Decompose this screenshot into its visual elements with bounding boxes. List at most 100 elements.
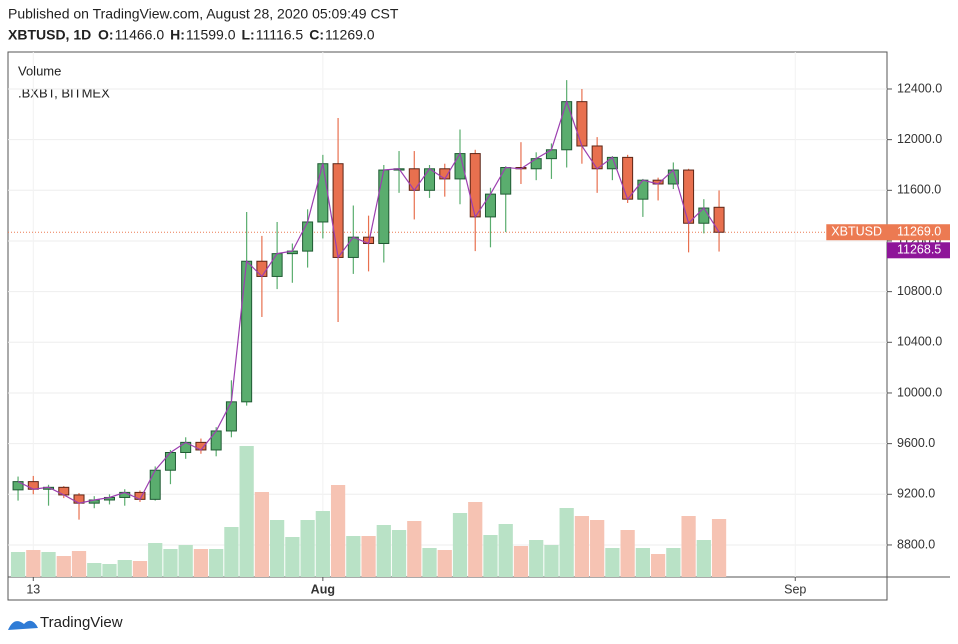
volume-bar <box>391 530 407 577</box>
ohlc-key: O: <box>98 27 114 43</box>
ohlc-key: C: <box>309 27 324 43</box>
legend-index: .BXBT, BITMEX <box>18 85 110 100</box>
volume-bar <box>132 561 148 577</box>
volume-bar <box>361 536 376 577</box>
volume-bar <box>315 511 330 577</box>
candle-body <box>469 153 481 218</box>
volume-bar <box>559 508 574 577</box>
volume-bar <box>87 563 102 577</box>
volume-bar <box>407 521 422 577</box>
volume-bar <box>650 554 666 577</box>
last-price-tag <box>887 224 950 241</box>
footer-brand: TradingView <box>40 614 123 631</box>
candle-body <box>12 481 24 491</box>
volume-bar <box>711 519 727 577</box>
ohlc-value: 11599.0 <box>186 27 236 43</box>
candle-body <box>317 163 329 223</box>
candle-body <box>484 193 496 218</box>
volume-bar <box>483 535 498 577</box>
volume-bar <box>285 537 300 577</box>
candle-body <box>545 149 557 160</box>
candle-body <box>241 260 253 403</box>
volume-bar <box>10 552 26 577</box>
candle-body <box>225 401 237 432</box>
volume-bar <box>270 520 285 577</box>
candle-body <box>698 207 710 224</box>
volume-bar <box>239 446 254 577</box>
volume-bar <box>224 527 239 577</box>
volume-bar <box>498 524 513 577</box>
volume-bar <box>620 530 635 577</box>
volume-bar <box>346 536 361 577</box>
last-price-name: XBTUSD <box>831 225 882 239</box>
candle-body <box>347 236 359 258</box>
candle-body <box>530 158 542 170</box>
volume-bar <box>163 549 178 577</box>
last-price-label: 11269.0 <box>897 225 941 239</box>
ohlc-readout: O: 11466.0 H: 11599.0 L: 11116.5 C: 11269.0 <box>98 27 375 43</box>
volume-bar <box>437 550 452 577</box>
y-tick-label: 10800.0 <box>897 284 942 298</box>
volume-bar <box>376 525 391 577</box>
candle-body <box>561 101 573 151</box>
candle-body <box>713 206 725 233</box>
candle-body <box>576 101 588 147</box>
ohlc-key: H: <box>170 27 185 43</box>
volume-bar <box>605 548 620 577</box>
y-tick-label: 11600.0 <box>897 183 941 197</box>
volume-bar <box>26 550 41 577</box>
candle-body <box>378 169 390 245</box>
y-tick-label: 10400.0 <box>897 335 942 349</box>
y-tick-label: 9600.0 <box>897 436 935 450</box>
index-line <box>17 99 720 504</box>
candle-body <box>683 169 695 224</box>
volume-bar <box>452 513 468 577</box>
volume-bar <box>468 502 483 577</box>
index-price-tag <box>887 242 950 259</box>
y-tick-label: 12000.0 <box>897 132 942 146</box>
volume-bar <box>696 540 711 577</box>
index-price-label: 11268.5 <box>897 243 941 257</box>
volume-bar <box>666 548 681 577</box>
volume-bar <box>56 556 71 577</box>
candle-body <box>271 253 283 277</box>
volume-bar <box>513 546 529 577</box>
last-price-name-tag <box>826 224 887 241</box>
candle-body <box>591 145 603 170</box>
ohlc-value: 11116.5 <box>256 27 304 43</box>
volume-bar <box>681 516 696 577</box>
candle-body <box>424 168 436 191</box>
volume-bar <box>178 545 193 577</box>
legend-volume: Volume <box>18 63 61 78</box>
candle-body <box>500 167 512 195</box>
y-tick-label: 8800.0 <box>897 537 935 551</box>
symbol: XBTUSD, 1D <box>8 27 91 43</box>
volume-bar <box>254 492 270 577</box>
published-note: Published on TradingView.com, August 28,… <box>8 6 399 22</box>
volume-bar <box>102 564 117 577</box>
x-tick-label: Sep <box>784 582 806 596</box>
ohlc-value: 11269.0 <box>325 27 375 43</box>
volume-bar <box>635 548 650 577</box>
volume-bar <box>574 516 590 577</box>
volume-bar <box>41 552 56 577</box>
volume-bar <box>544 545 559 577</box>
volume-bar <box>300 520 315 577</box>
y-tick-label: 10000.0 <box>897 385 942 399</box>
ohlc-key: L: <box>242 27 255 43</box>
volume-bar <box>117 560 132 577</box>
x-tick-label: Aug <box>311 582 335 596</box>
volume-bar <box>330 485 346 577</box>
candle-body <box>302 221 314 252</box>
plot-frame <box>7 51 888 601</box>
candle-body <box>210 430 222 451</box>
candle-body <box>622 156 634 200</box>
ohlc-value: 11466.0 <box>115 27 165 43</box>
volume-bar <box>422 548 437 577</box>
y-tick-label: 12400.0 <box>897 81 942 95</box>
footer-logo <box>8 620 38 630</box>
candle-body <box>637 179 649 200</box>
volume-bar <box>590 520 605 577</box>
volume-bar <box>209 549 224 577</box>
